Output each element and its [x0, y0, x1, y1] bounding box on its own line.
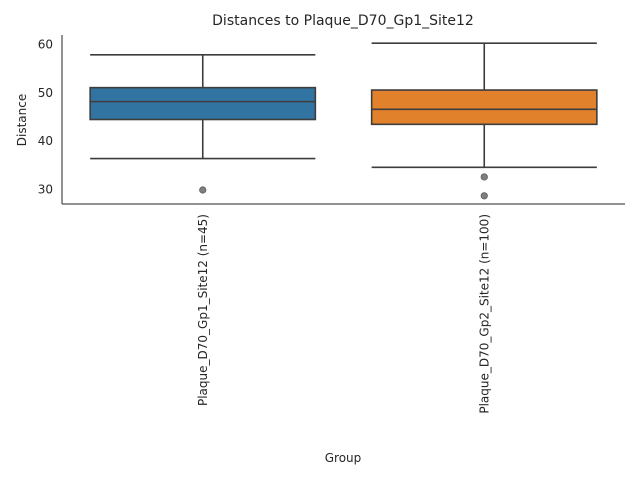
x-axis-label: Group — [325, 451, 362, 465]
box-group — [89, 53, 317, 194]
iqr-box — [89, 86, 317, 121]
y-tick-label: 50 — [38, 86, 53, 100]
box-series — [89, 42, 598, 200]
y-tick-label: 60 — [38, 38, 53, 52]
box-group — [370, 42, 598, 200]
x-tick-label: Plaque_D70_Gp1_Site12 (n=45) — [196, 214, 210, 406]
x-tick-label: Plaque_D70_Gp2_Site12 (n=100) — [477, 214, 491, 414]
iqr-box — [370, 89, 598, 126]
outlier-point — [480, 173, 488, 181]
outlier-point — [199, 186, 207, 194]
y-axis-label: Distance — [15, 94, 29, 146]
x-axis-ticks: Plaque_D70_Gp1_Site12 (n=45) Plaque_D70_G… — [196, 214, 492, 414]
y-axis-ticks: 30 40 50 60 — [38, 38, 53, 197]
y-tick-label: 40 — [38, 134, 53, 148]
chart-title: Distances to Plaque_D70_Gp1_Site12 — [212, 13, 474, 29]
outlier-point — [480, 192, 488, 200]
y-tick-label: 30 — [38, 183, 53, 197]
